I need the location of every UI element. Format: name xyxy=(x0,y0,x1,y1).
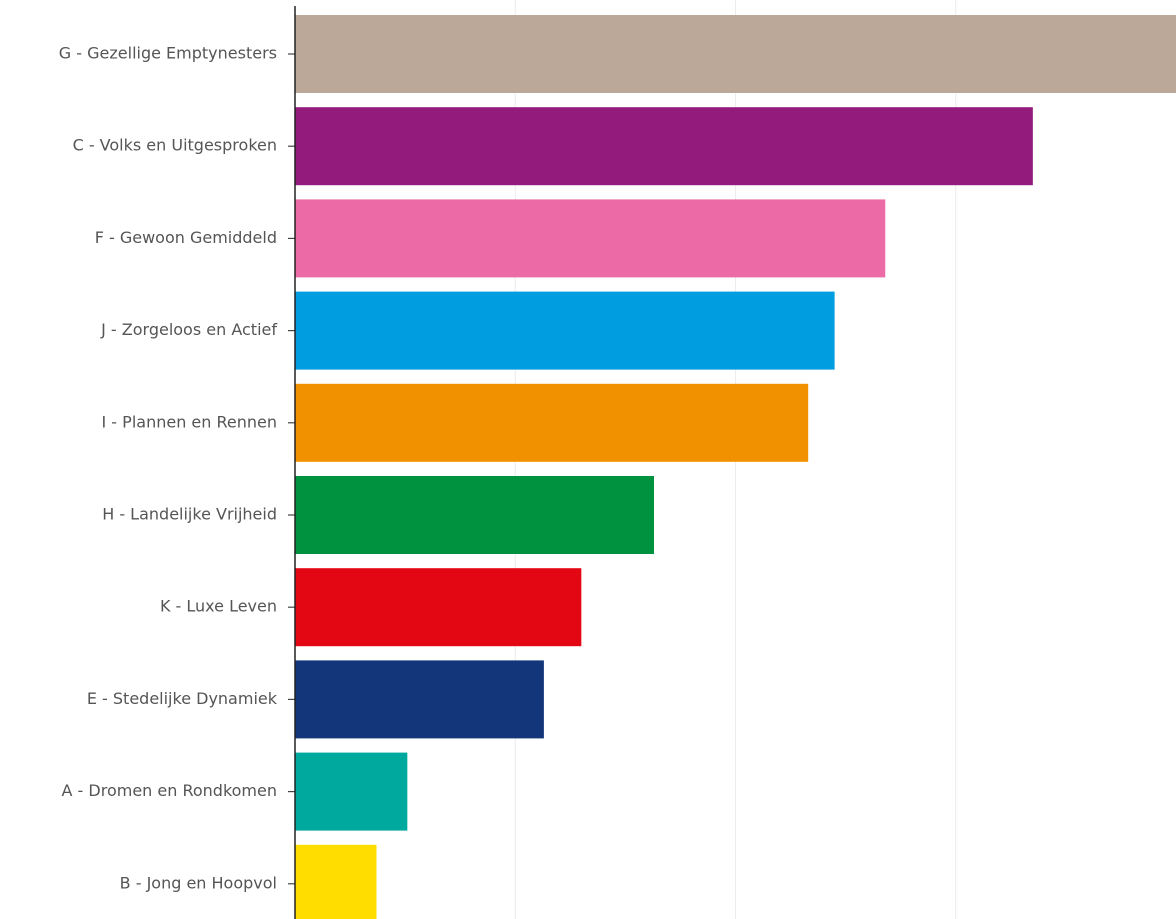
bar-7 xyxy=(295,568,582,647)
category-label-9: A - Dromen en Rondkomen xyxy=(62,781,278,800)
bar-1 xyxy=(295,15,1176,93)
bar-9 xyxy=(295,752,408,831)
y-axis-ticks xyxy=(288,53,295,885)
bar-3 xyxy=(295,199,886,278)
bar-10 xyxy=(295,844,377,919)
bar-6 xyxy=(295,476,655,554)
bar-2 xyxy=(295,107,1033,186)
category-label-4: J - Zorgeloos en Actief xyxy=(100,320,277,339)
bar-8 xyxy=(295,660,544,739)
category-label-8: E - Stedelijke Dynamiek xyxy=(87,689,278,708)
bar-4 xyxy=(295,291,835,370)
category-label-2: C - Volks en Uitgesproken xyxy=(73,136,277,155)
category-label-1: G - Gezellige Emptynesters xyxy=(59,44,277,63)
y-axis-labels: G - Gezellige Emptynesters C - Volks en U… xyxy=(59,44,278,893)
bars xyxy=(295,15,1176,919)
category-label-5: I - Plannen en Rennen xyxy=(102,412,278,431)
category-label-7: K - Luxe Leven xyxy=(160,597,277,616)
bar-5 xyxy=(295,383,809,462)
category-label-3: F - Gewoon Gemiddeld xyxy=(95,228,277,247)
category-label-10: B - Jong en Hoopvol xyxy=(120,873,277,892)
category-label-6: H - Landelijke Vrijheid xyxy=(102,505,277,524)
